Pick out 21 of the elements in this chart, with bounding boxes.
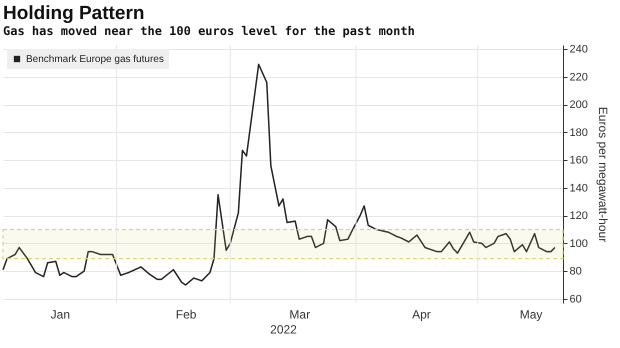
y-tick-label: 220: [570, 71, 588, 84]
y-tick-label: 60: [570, 293, 582, 306]
y-tick-label: 140: [570, 182, 588, 194]
line-series: [2, 64, 556, 286]
legend-label: Benchmark Europe gas futures: [26, 54, 164, 65]
y-tick-label: 100: [570, 238, 588, 250]
y-tick-label: 120: [570, 210, 588, 222]
y-tick-label: 80: [570, 266, 582, 278]
y-axis-title: Euros per megawatt-hour: [596, 106, 610, 242]
chart-title: Holding Pattern: [3, 3, 144, 24]
x-tick-label: Jan: [50, 308, 70, 322]
y-tick-label: 180: [570, 126, 588, 139]
x-tick-label: Feb: [176, 308, 197, 322]
y-tick-label: 240: [570, 44, 588, 56]
x-axis-title: 2022: [270, 322, 298, 336]
y-tick-label: 200: [570, 99, 588, 112]
x-tick-label: Mar: [289, 308, 310, 322]
x-tick-label: May: [520, 308, 542, 322]
chart-subtitle: Gas has moved near the 100 euros level for the past month: [3, 24, 415, 38]
y-tick-label: 160: [570, 154, 588, 167]
x-tick-label: Apr: [412, 308, 431, 322]
